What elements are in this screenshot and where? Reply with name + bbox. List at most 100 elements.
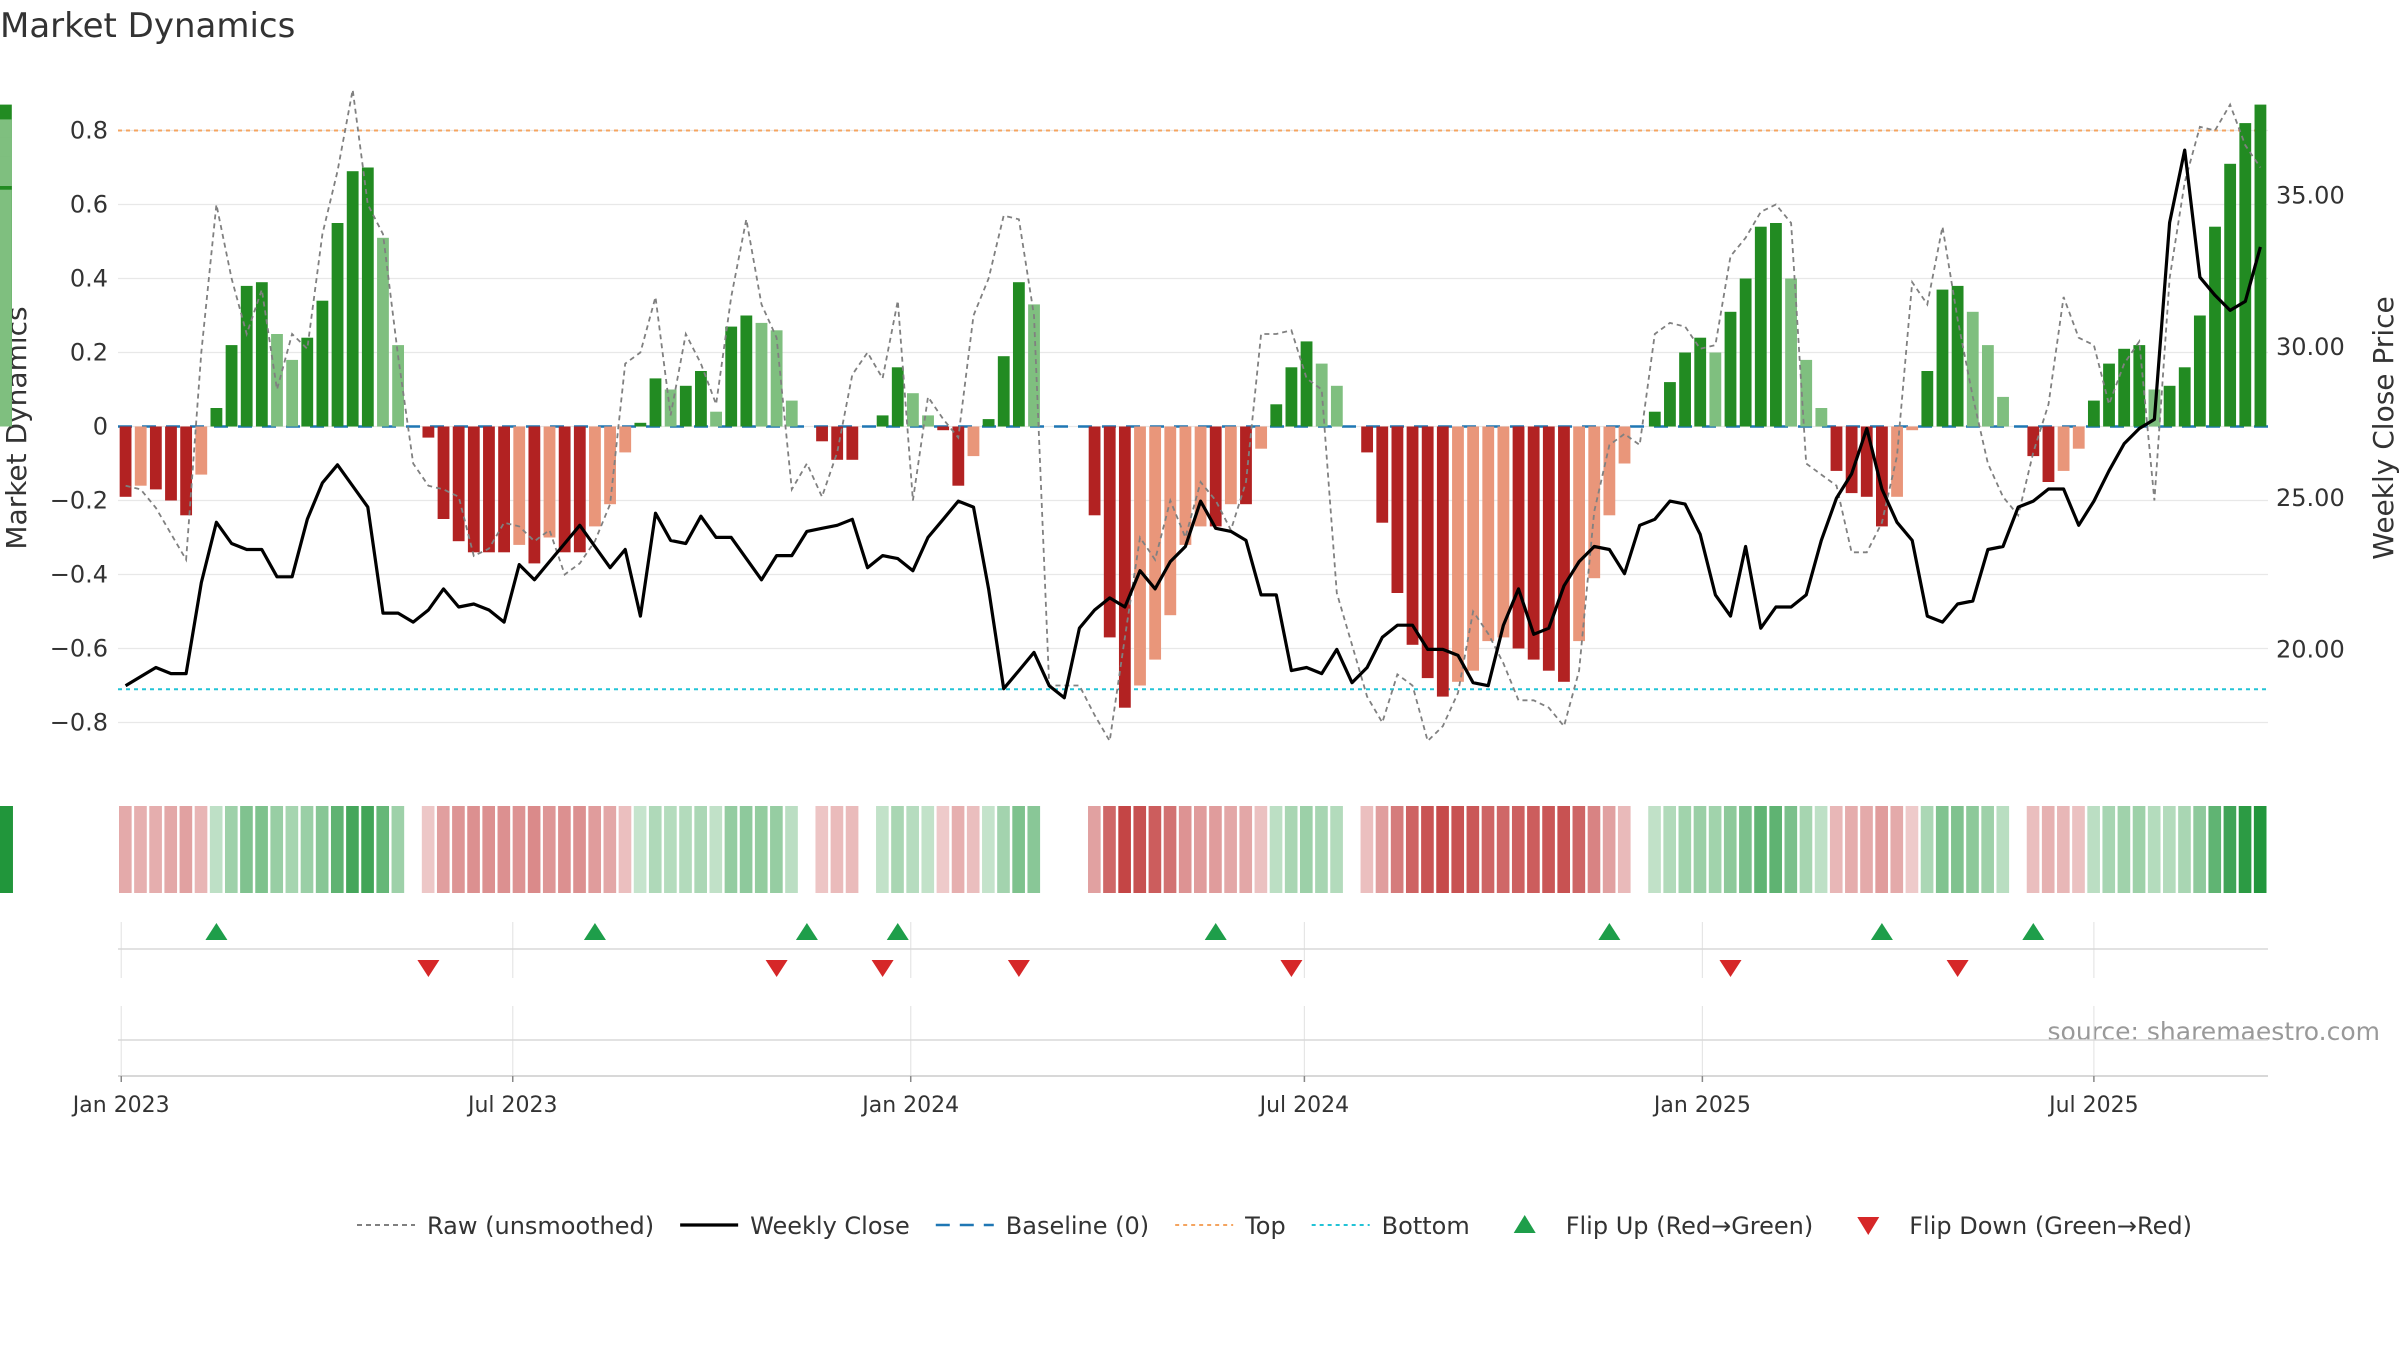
heatmap-cell [497, 806, 511, 893]
heatmap-cell [2163, 806, 2176, 893]
momentum-bar [2027, 426, 2040, 457]
momentum-bar [331, 223, 344, 427]
momentum-bar [740, 315, 753, 427]
heatmap-cell [1284, 806, 1298, 893]
heatmap-cell [1209, 806, 1222, 893]
flip-up-marker [583, 923, 606, 940]
momentum-bar [392, 345, 405, 427]
heatmap-cell [906, 806, 919, 893]
x-tick-label: Jul 2023 [466, 1093, 558, 1118]
heatmap-cell [1375, 806, 1389, 893]
momentum-bar [1664, 382, 1676, 427]
heatmap-cell [1012, 806, 1025, 893]
heatmap-cell [1421, 806, 1434, 893]
momentum-bar [483, 426, 495, 553]
left-tick-label: 0.4 [70, 265, 108, 293]
momentum-bar [1149, 426, 1162, 660]
momentum-bars [0, 104, 2267, 708]
momentum-bar [543, 426, 556, 538]
momentum-bar [255, 282, 268, 427]
momentum-bar [664, 389, 677, 427]
heatmap-cell [1739, 806, 1752, 893]
heatmap-cell [2223, 806, 2237, 893]
left-tick-label: −0.8 [50, 709, 108, 737]
momentum-bar [1709, 352, 1722, 427]
momentum-bar [2103, 363, 2115, 427]
left-tick-label: 0 [93, 413, 108, 441]
heatmap-cell [2132, 806, 2146, 893]
momentum-bar [1785, 278, 1797, 427]
heatmap-cell [1269, 806, 1283, 893]
heatmap-cell [1799, 806, 1813, 893]
heatmap-cell [1905, 806, 1919, 893]
legend-item: Flip Up (Red→Green) [1513, 1212, 1814, 1240]
heatmap-cell [1754, 806, 1767, 893]
heatmap-cell [1920, 806, 1934, 893]
heatmap-cell [1693, 806, 1707, 893]
y-tick-labels: −0.8 −0.6 −0.4 −0.2 0 0.2 0.4 0.6 0.8 20.00 25.00 3… [50, 117, 2345, 737]
momentum-bar [1830, 426, 1843, 471]
flip-up-marker [1204, 923, 1227, 940]
flip-up-marker [1870, 923, 1893, 940]
momentum-bar [1724, 311, 1737, 427]
momentum-bar [1300, 341, 1313, 427]
heatmap-cell [876, 806, 889, 893]
heatmap-cell [2193, 806, 2206, 893]
heatmap-cell [1451, 806, 1465, 893]
heatmap-cell [618, 806, 632, 893]
momentum-bar [1118, 426, 1131, 708]
heatmap-cell [2102, 806, 2116, 893]
flip-down-marker [1946, 960, 1969, 977]
momentum-bar [1845, 426, 1858, 494]
momentum-bar [528, 426, 541, 564]
momentum-bar [1800, 359, 1813, 427]
heatmap-cell [1845, 806, 1858, 893]
heatmap-cell [315, 806, 329, 893]
heatmap-cell [1103, 806, 1116, 893]
momentum-bar [195, 426, 208, 475]
momentum-bar [1255, 426, 1268, 449]
left-tick-label: −0.2 [50, 487, 108, 515]
right-tick-label: 25.00 [2276, 484, 2345, 512]
momentum-bar [1860, 426, 1873, 497]
heatmap-cell [255, 806, 268, 893]
momentum-bar [1285, 367, 1298, 427]
legend-label: Flip Up (Red→Green) [1566, 1212, 1814, 1240]
momentum-bar [498, 426, 510, 553]
heatmap-cell [966, 806, 980, 893]
momentum-bar [2042, 426, 2055, 482]
legend-label: Flip Down (Green→Red) [1909, 1212, 2192, 1240]
momentum-bar [1936, 289, 1949, 427]
heatmap-cell [1496, 806, 1510, 893]
momentum-bar [1134, 426, 1146, 686]
heatmap-cell [1890, 806, 1904, 893]
left-tick-label: 0.6 [70, 191, 108, 219]
heatmap-cell [1966, 806, 1979, 893]
legend-item: Weekly Close [680, 1212, 910, 1240]
heatmap-cell [2178, 806, 2191, 893]
momentum-bar [377, 237, 389, 427]
legend-item: Top [1175, 1212, 1286, 1240]
momentum-bar [165, 426, 177, 501]
heatmap-cell [664, 806, 677, 893]
heatmap-cell [2117, 806, 2131, 893]
heatmap-cell [1315, 806, 1328, 893]
momentum-bar [982, 419, 995, 427]
momentum-bar [891, 367, 904, 427]
heatmap-cell [0, 806, 13, 893]
heatmap-cell [1163, 806, 1177, 893]
x-tick-label: Jan 2025 [1652, 1093, 1751, 1118]
momentum-bar [952, 426, 965, 486]
heatmap-cell [2087, 806, 2100, 893]
momentum-bar [2224, 163, 2237, 427]
heatmap-cell [2208, 806, 2222, 893]
momentum-bar [573, 426, 586, 553]
legend-label: Top [1244, 1212, 1286, 1240]
heatmap-cell [512, 806, 526, 893]
legend-item: Flip Down (Green→Red) [1857, 1212, 2192, 1240]
momentum-bar [513, 426, 526, 545]
momentum-bar [271, 334, 283, 427]
heatmap-cell [1178, 806, 1192, 893]
heatmap-cell [997, 806, 1010, 893]
